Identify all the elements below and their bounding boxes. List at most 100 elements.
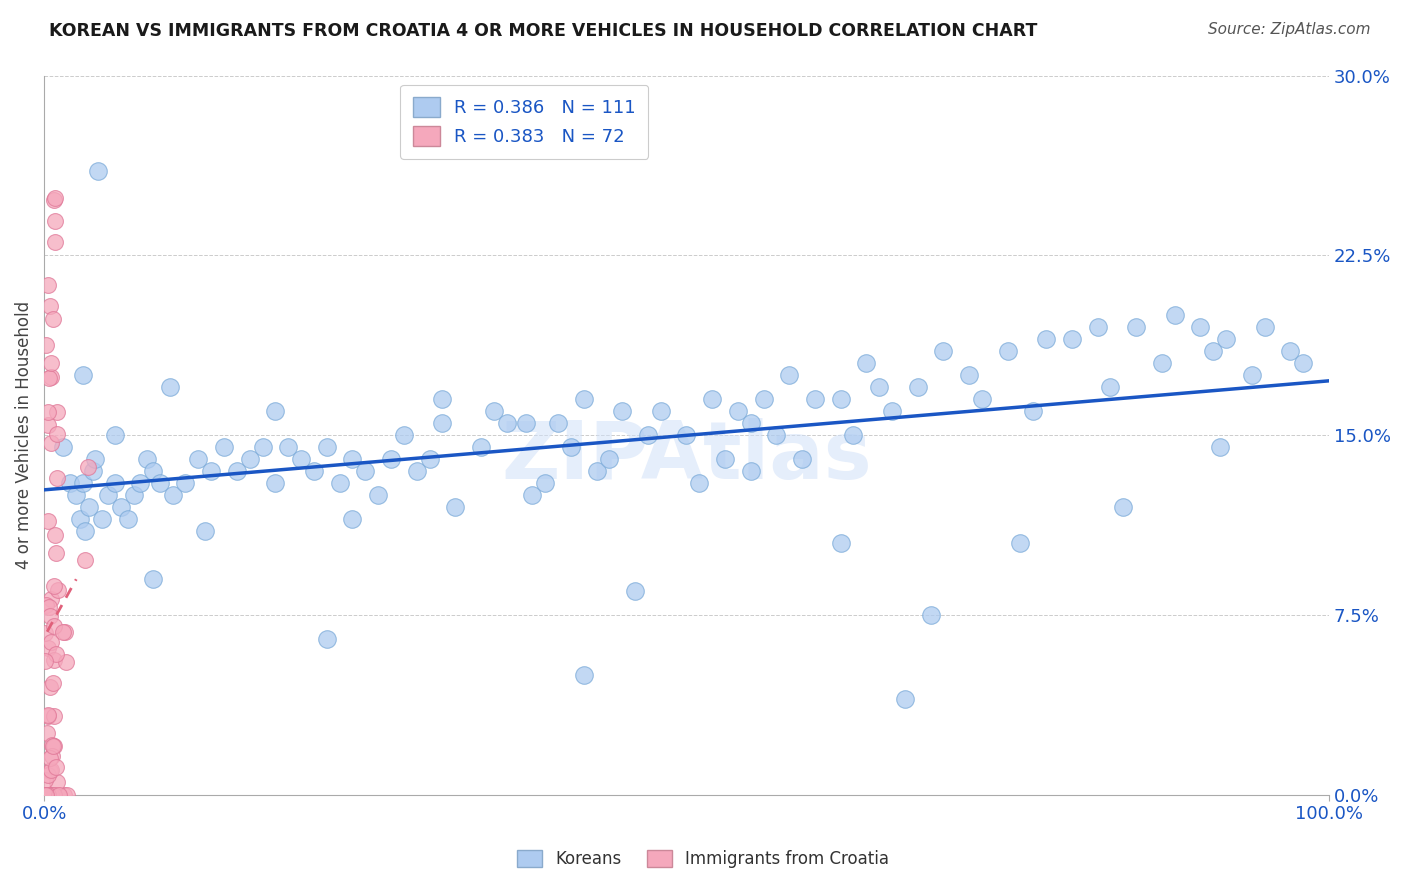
Point <box>239 452 262 467</box>
Point <box>39 370 62 384</box>
Point <box>637 428 659 442</box>
Point <box>37 641 59 656</box>
Point <box>612 404 634 418</box>
Point <box>65 488 87 502</box>
Point <box>200 464 222 478</box>
Point <box>46 788 69 802</box>
Point <box>907 380 929 394</box>
Point <box>1189 320 1212 334</box>
Point <box>37 768 59 782</box>
Point <box>790 452 813 467</box>
Point <box>37 514 59 528</box>
Point <box>432 392 454 407</box>
Point <box>1215 332 1237 346</box>
Point <box>598 452 620 467</box>
Point <box>380 452 402 467</box>
Point <box>650 404 672 418</box>
Point <box>35 598 58 612</box>
Point <box>135 452 157 467</box>
Point <box>1112 500 1135 515</box>
Text: ZIPAtlas: ZIPAtlas <box>501 417 872 496</box>
Point <box>252 440 274 454</box>
Point <box>52 440 75 454</box>
Point <box>444 500 467 515</box>
Point <box>35 788 58 802</box>
Point <box>174 476 197 491</box>
Point <box>778 368 800 383</box>
Point <box>97 488 120 502</box>
Point <box>38 788 60 802</box>
Point <box>1125 320 1147 334</box>
Point <box>547 417 569 431</box>
Point <box>46 470 69 484</box>
Point <box>44 739 66 754</box>
Point <box>405 464 427 478</box>
Point <box>38 788 60 802</box>
Point <box>868 380 890 394</box>
Point <box>87 164 110 178</box>
Point <box>34 788 56 802</box>
Point <box>354 464 377 478</box>
Point <box>997 344 1019 359</box>
Point <box>76 459 98 474</box>
Point <box>534 476 557 491</box>
Point <box>329 476 352 491</box>
Point <box>187 452 209 467</box>
Point <box>804 392 827 407</box>
Point <box>740 417 762 431</box>
Point <box>1208 440 1230 454</box>
Point <box>104 476 127 491</box>
Point <box>830 536 852 550</box>
Point <box>39 299 62 313</box>
Point <box>34 655 56 669</box>
Point <box>727 404 749 418</box>
Point <box>37 707 59 722</box>
Point <box>37 709 59 723</box>
Point <box>84 452 107 467</box>
Point <box>129 476 152 491</box>
Point <box>765 428 787 442</box>
Point <box>52 625 75 640</box>
Point <box>38 680 60 694</box>
Point <box>39 356 62 370</box>
Point <box>142 464 165 478</box>
Point <box>212 440 235 454</box>
Point <box>38 788 60 802</box>
Point <box>1099 380 1122 394</box>
Point <box>39 764 62 778</box>
Point <box>714 452 737 467</box>
Point <box>149 476 172 491</box>
Text: Source: ZipAtlas.com: Source: ZipAtlas.com <box>1208 22 1371 37</box>
Point <box>48 788 70 802</box>
Point <box>39 788 62 802</box>
Point <box>482 404 505 418</box>
Point <box>39 609 62 624</box>
Point <box>46 788 69 802</box>
Point <box>82 464 104 478</box>
Point <box>225 464 247 478</box>
Point <box>44 578 66 592</box>
Point <box>44 191 66 205</box>
Point <box>34 338 56 352</box>
Point <box>277 440 299 454</box>
Point <box>75 524 97 539</box>
Point <box>1279 344 1302 359</box>
Point <box>55 655 77 669</box>
Point <box>69 512 91 526</box>
Point <box>42 739 65 753</box>
Point <box>46 582 69 597</box>
Point <box>45 760 67 774</box>
Point <box>37 788 59 802</box>
Point <box>162 488 184 502</box>
Point <box>367 488 389 502</box>
Point <box>45 546 67 560</box>
Point <box>830 392 852 407</box>
Point <box>560 440 582 454</box>
Point <box>264 476 287 491</box>
Point <box>522 488 544 502</box>
Point <box>392 428 415 442</box>
Point <box>1010 536 1032 550</box>
Point <box>752 392 775 407</box>
Point <box>1022 404 1045 418</box>
Point <box>52 788 75 802</box>
